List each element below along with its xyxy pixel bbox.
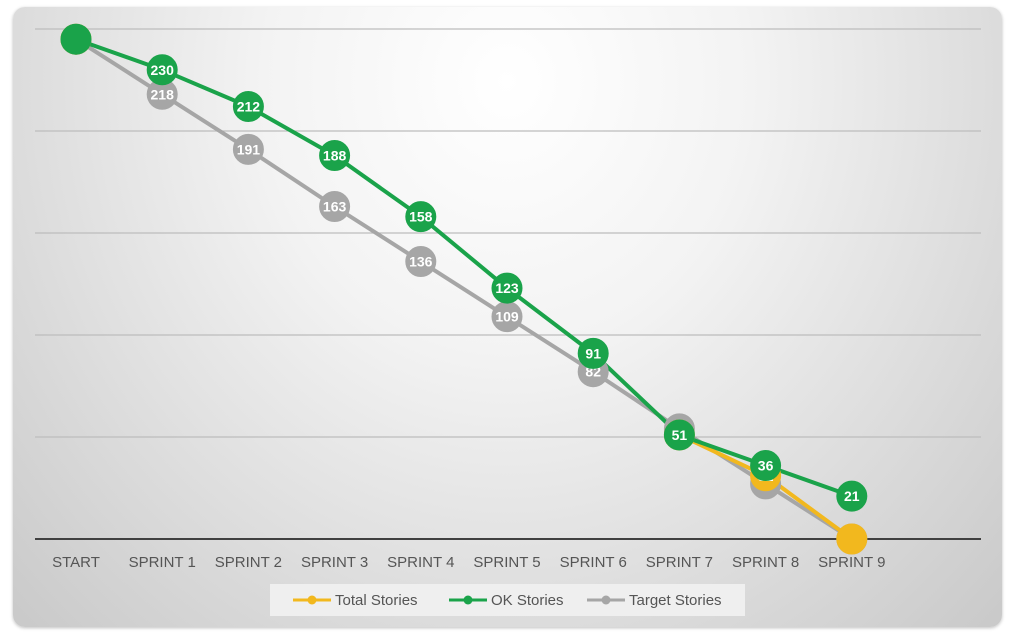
legend-box (270, 584, 745, 616)
x-tick-sprint-5: SPRINT 5 (473, 554, 540, 571)
point-ok-stories-sprint-8 (750, 450, 782, 482)
data-label-ok-stories-sprint-6: 91 (585, 345, 601, 361)
x-tick-start: START (52, 554, 100, 571)
x-tick-sprint-8: SPRINT 8 (732, 554, 799, 571)
data-label-ok-stories-sprint-4: 158 (409, 209, 433, 225)
data-label-target-stories-sprint-2: 191 (237, 141, 261, 157)
legend-label-ok-stories: OK Stories (491, 592, 564, 609)
x-tick-sprint-9: SPRINT 9 (818, 554, 885, 571)
legend-marker-total-stories (307, 595, 317, 605)
point-ok-stories-sprint-1 (146, 54, 178, 86)
data-label-ok-stories-sprint-1: 230 (151, 62, 175, 78)
data-label-target-stories-sprint-4: 136 (409, 254, 433, 270)
legend: Total Stories OK Stories Target Stories (270, 584, 745, 616)
series-points: 2452181911631361098254270312302121881581… (60, 23, 868, 555)
point-ok-stories-start (60, 23, 92, 55)
point-target-stories-sprint-4 (405, 246, 437, 278)
point-total-stories-sprint-9 (836, 523, 868, 555)
x-tick-sprint-2: SPRINT 2 (215, 554, 282, 571)
x-tick-sprint-1: SPRINT 1 (129, 554, 196, 571)
point-ok-stories-sprint-6 (577, 337, 609, 369)
x-axis-ticks: START SPRINT 1 SPRINT 2 SPRINT 3 SPRINT 4 SPR… (52, 554, 885, 571)
data-label-target-stories-sprint-3: 163 (323, 198, 347, 214)
x-tick-sprint-7: SPRINT 7 (646, 554, 713, 571)
point-ok-stories-sprint-9 (836, 480, 868, 512)
data-label-ok-stories-sprint-7: 51 (672, 427, 688, 443)
data-label-ok-stories-sprint-5: 123 (495, 280, 519, 296)
point-ok-stories-sprint-7 (663, 419, 695, 451)
x-tick-sprint-6: SPRINT 6 (560, 554, 627, 571)
data-label-target-stories-sprint-1: 218 (151, 86, 175, 102)
point-target-stories-sprint-3 (319, 190, 351, 222)
gridlines (35, 28, 981, 540)
legend-marker-target-stories (601, 595, 611, 605)
data-label-ok-stories-sprint-8: 36 (758, 458, 774, 474)
series-lines (74, 37, 853, 541)
series-line-target-stories (74, 37, 853, 541)
chart-card: START SPRINT 1 SPRINT 2 SPRINT 3 SPRINT 4 SPR… (13, 7, 1002, 627)
line-chart: START SPRINT 1 SPRINT 2 SPRINT 3 SPRINT 4 SPR… (35, 23, 981, 616)
series-line-ok-stories (75, 37, 853, 499)
data-label-target-stories-sprint-5: 109 (495, 309, 519, 325)
data-label-ok-stories-sprint-9: 21 (844, 488, 860, 504)
legend-marker-ok-stories (463, 595, 473, 605)
point-ok-stories-sprint-2 (232, 91, 264, 123)
x-tick-sprint-3: SPRINT 3 (301, 554, 368, 571)
point-ok-stories-sprint-4 (405, 201, 437, 233)
legend-label-target-stories: Target Stories (629, 592, 722, 609)
legend-label-total-stories: Total Stories (335, 592, 418, 609)
x-tick-sprint-4: SPRINT 4 (387, 554, 454, 571)
point-ok-stories-sprint-3 (319, 139, 351, 171)
point-ok-stories-sprint-5 (491, 272, 523, 304)
point-target-stories-sprint-2 (232, 133, 264, 165)
data-label-ok-stories-sprint-3: 188 (323, 147, 347, 163)
data-label-ok-stories-sprint-2: 212 (237, 99, 261, 115)
